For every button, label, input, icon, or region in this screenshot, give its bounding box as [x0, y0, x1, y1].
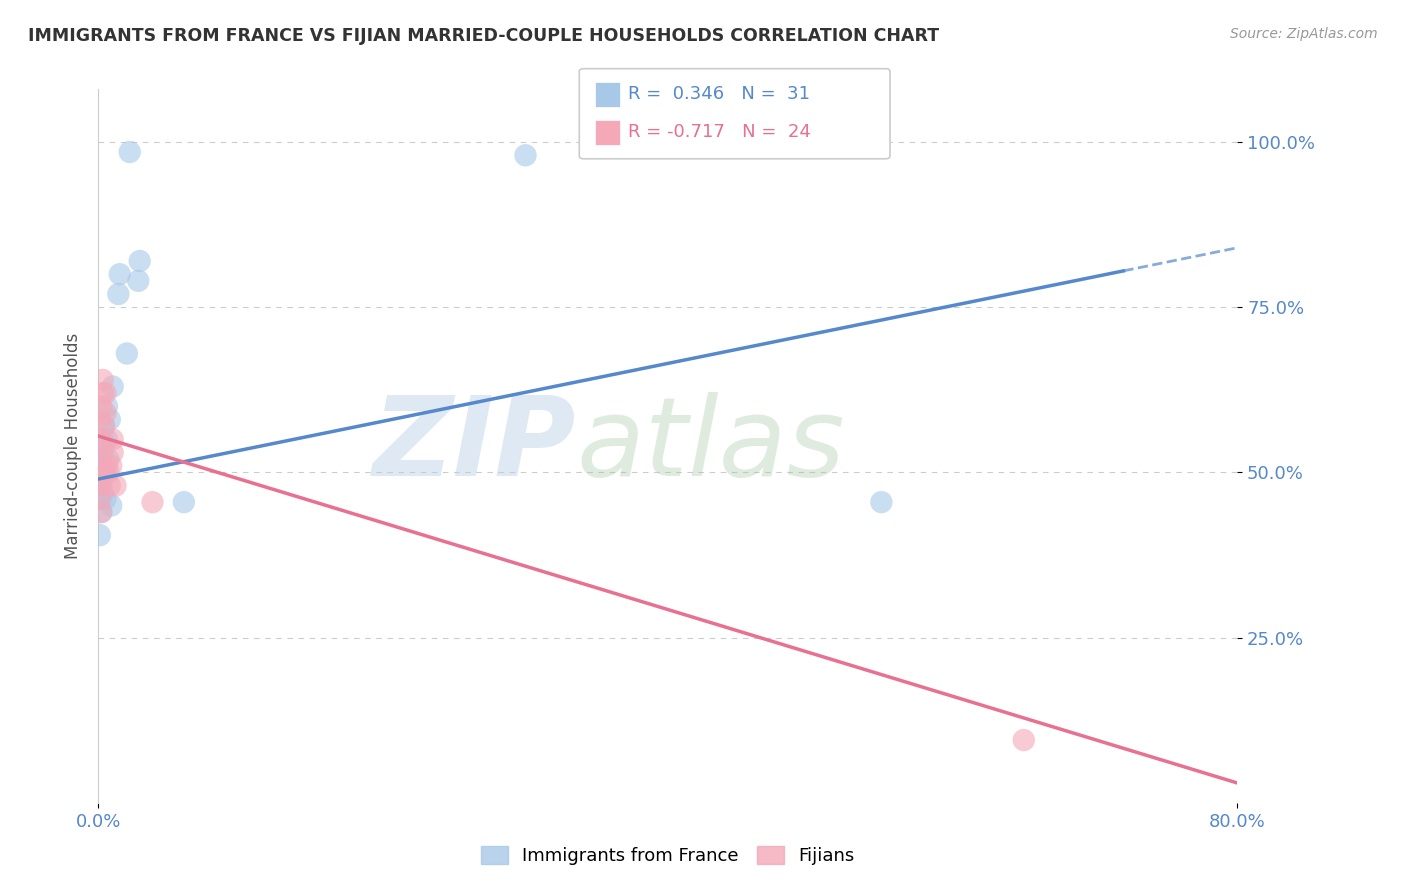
Point — [91, 433, 114, 447]
Point — [89, 412, 111, 426]
Point — [91, 466, 114, 480]
Point — [94, 386, 117, 401]
Point — [97, 466, 120, 480]
Point — [128, 254, 150, 268]
Point — [93, 419, 115, 434]
Y-axis label: Married-couple Households: Married-couple Households — [63, 333, 82, 559]
Point — [93, 419, 115, 434]
Point — [101, 433, 124, 447]
Point — [89, 472, 111, 486]
Point — [515, 148, 537, 162]
Point — [101, 379, 124, 393]
Point — [127, 274, 149, 288]
Point — [90, 472, 112, 486]
Point — [98, 412, 121, 426]
Point — [90, 452, 112, 467]
Text: Source: ZipAtlas.com: Source: ZipAtlas.com — [1230, 27, 1378, 41]
Point — [89, 478, 111, 492]
Point — [90, 452, 112, 467]
Point — [91, 386, 114, 401]
Text: IMMIGRANTS FROM FRANCE VS FIJIAN MARRIED-COUPLE HOUSEHOLDS CORRELATION CHART: IMMIGRANTS FROM FRANCE VS FIJIAN MARRIED… — [28, 27, 939, 45]
Point — [141, 495, 163, 509]
Point — [89, 491, 111, 506]
Point — [870, 495, 893, 509]
Point — [118, 145, 141, 159]
Point — [173, 495, 195, 509]
Point — [93, 439, 115, 453]
Point — [100, 458, 122, 473]
Point — [89, 452, 111, 467]
Point — [89, 466, 111, 480]
Point — [89, 491, 111, 506]
Point — [98, 478, 121, 492]
Text: R = -0.717   N =  24: R = -0.717 N = 24 — [628, 123, 811, 141]
Point — [89, 433, 111, 447]
Point — [94, 406, 117, 420]
Point — [94, 466, 117, 480]
Point — [91, 373, 114, 387]
Point — [94, 491, 117, 506]
Point — [90, 505, 112, 519]
Point — [91, 485, 114, 500]
Point — [91, 445, 114, 459]
Point — [96, 433, 118, 447]
Point — [104, 478, 127, 492]
Point — [90, 505, 112, 519]
Text: atlas: atlas — [576, 392, 845, 500]
Point — [90, 400, 112, 414]
Point — [1012, 733, 1035, 747]
Point — [93, 466, 115, 480]
Text: R =  0.346   N =  31: R = 0.346 N = 31 — [628, 85, 810, 103]
Point — [96, 400, 118, 414]
Text: ZIP: ZIP — [373, 392, 576, 500]
Point — [97, 452, 120, 467]
Point — [90, 458, 112, 473]
Legend: Immigrants from France, Fijians: Immigrants from France, Fijians — [474, 838, 862, 872]
Point — [100, 499, 122, 513]
Point — [108, 267, 131, 281]
Point — [107, 287, 129, 301]
Point — [90, 478, 112, 492]
Point — [89, 528, 111, 542]
Point — [101, 445, 124, 459]
Point — [96, 458, 118, 473]
Point — [115, 346, 138, 360]
